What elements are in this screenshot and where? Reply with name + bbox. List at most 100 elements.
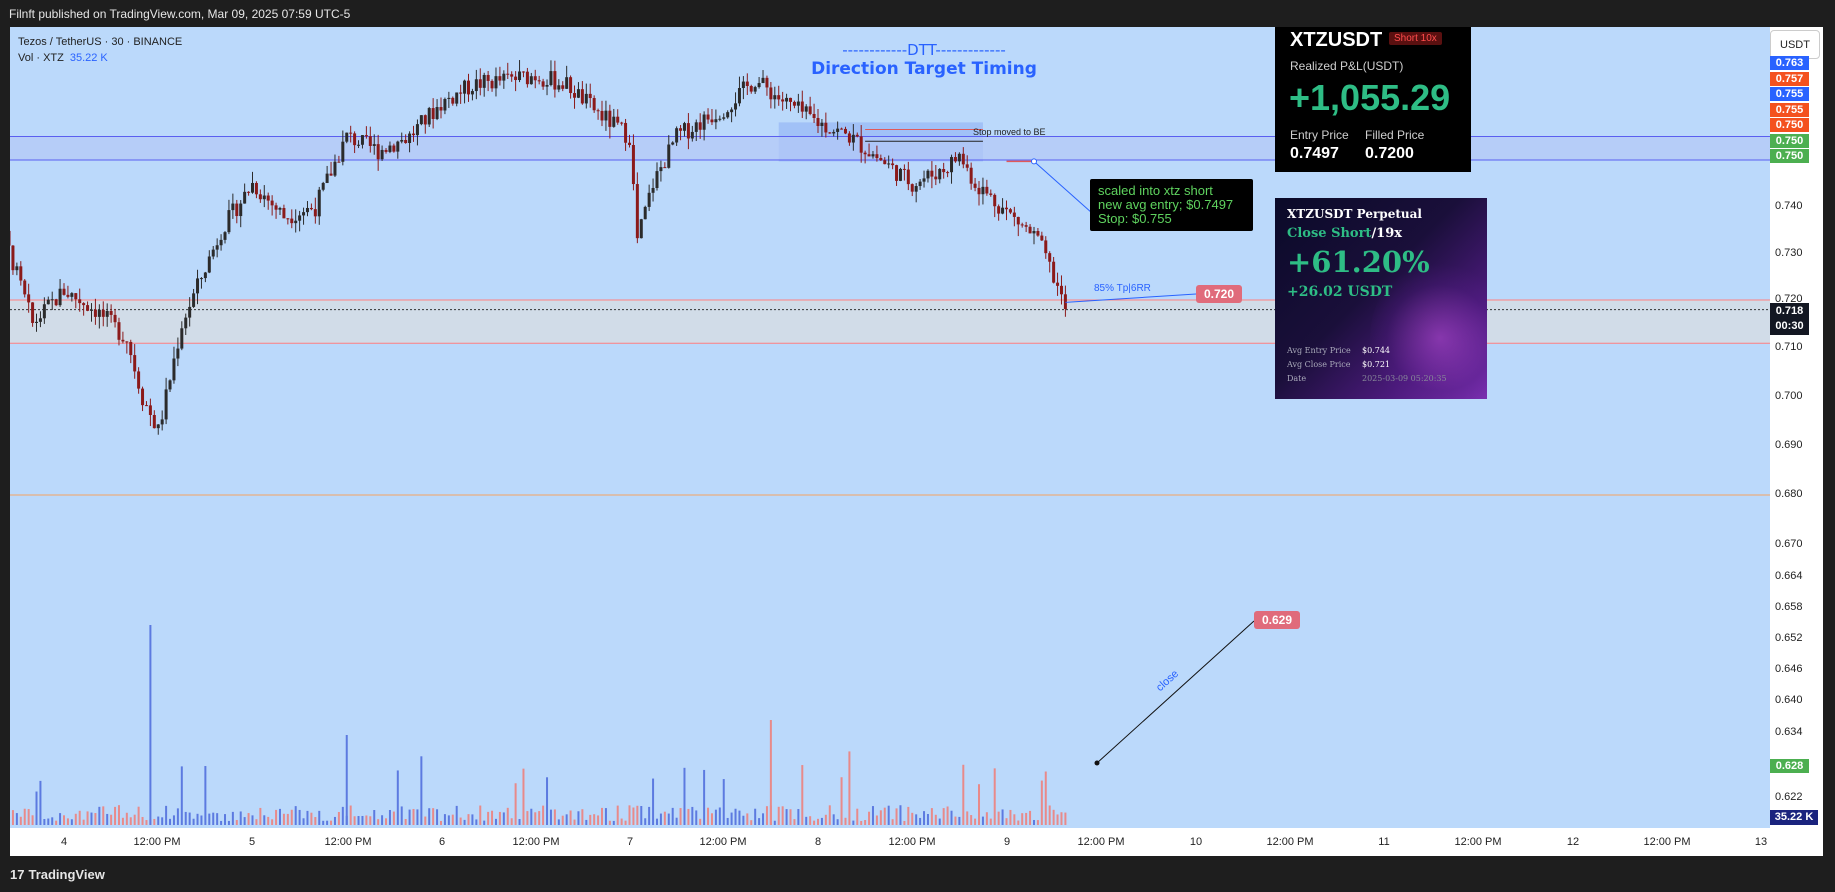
volume-bar (691, 806, 694, 825)
candle-body (785, 97, 789, 102)
candle-body (404, 140, 408, 144)
time-tick: 12:00 PM (699, 836, 747, 848)
dtt-line2: Direction Target Timing (811, 59, 1037, 79)
chart-frame[interactable] (10, 27, 1823, 856)
candle-body (89, 309, 93, 311)
candle-body (113, 314, 117, 323)
candle-body (518, 71, 522, 81)
candle-body (466, 80, 470, 95)
candle-body (561, 85, 565, 89)
volume-bar (978, 784, 981, 825)
price-tick: 0.690 (1775, 439, 1803, 451)
volume-bar (813, 820, 816, 825)
candle-body (800, 101, 804, 112)
candle-body (309, 207, 313, 210)
candle-body (199, 278, 203, 280)
volume-bar (573, 819, 576, 825)
volume-bar (212, 812, 215, 825)
volume-bar (628, 805, 631, 825)
volume-bar (494, 818, 497, 825)
candle-body (270, 200, 274, 206)
volume-bar (569, 810, 572, 825)
candle-body (482, 74, 486, 88)
candle-body (152, 415, 156, 429)
scale-in-note: scaled into xtz short new avg entry; $0.… (1090, 179, 1253, 231)
candle-body (144, 405, 148, 407)
volume-bar (365, 815, 368, 825)
volume-bar (652, 778, 655, 825)
volume-bar (180, 766, 183, 825)
volume-bar (161, 817, 164, 825)
candle-body (372, 144, 376, 146)
volume-bar (1060, 812, 1063, 825)
candle-body (290, 218, 294, 224)
candle-body (78, 299, 82, 304)
volume-bar (577, 811, 580, 825)
avg-close-value: $0.721 (1362, 360, 1390, 369)
candle-body (376, 144, 380, 160)
volume-bar (455, 805, 458, 825)
price-tag-628: 0.628 (1770, 759, 1809, 773)
volume-bar (491, 810, 494, 825)
volume-bar (1025, 812, 1028, 825)
candle-body (506, 73, 510, 75)
volume-bar (534, 812, 537, 825)
volume-bar (381, 815, 384, 825)
price-tick: 0.720 (1775, 293, 1803, 305)
candle-body (470, 91, 474, 95)
candle-body (600, 110, 604, 121)
volume-bar (298, 809, 301, 825)
volume-bar (1013, 814, 1016, 825)
candle-body (820, 122, 824, 126)
candle-body (364, 135, 368, 137)
candle-body (855, 134, 859, 137)
candle-body (435, 107, 439, 119)
tradingview-logo[interactable]: 17 TradingView (10, 867, 105, 882)
candle-body (698, 122, 702, 130)
card-artwork (1370, 258, 1487, 399)
perp-leverage: /19x (1371, 226, 1403, 241)
candle-body (203, 272, 207, 279)
price-tick: 0.622 (1775, 791, 1803, 803)
chart-canvas[interactable] (10, 27, 1823, 856)
price-tick: 0.652 (1775, 632, 1803, 644)
candle-body (796, 101, 800, 106)
volume-bar (424, 816, 427, 825)
volume-bar (738, 810, 741, 825)
volume-bar (302, 818, 305, 825)
currency-button[interactable]: USDT (1770, 30, 1820, 59)
candle-body (262, 195, 266, 200)
volume-bar (773, 820, 776, 825)
dtt-line1: ------------DTT------------- (842, 41, 1006, 59)
candle-body (207, 256, 211, 273)
candle-body (412, 133, 416, 136)
pnl-label: Realized P&L(USDT) (1290, 59, 1404, 73)
volume-bar (1009, 809, 1012, 825)
volume-bar (777, 806, 780, 825)
candle-body (553, 71, 557, 90)
volume-bar (282, 813, 285, 825)
volume-bar (762, 813, 765, 825)
candle-body (266, 195, 270, 201)
price-tag: 0.755 (1770, 87, 1809, 101)
volume-bar (530, 808, 533, 825)
date-row: Date 2025-03-09 05:20:35 (1287, 374, 1447, 383)
volume-bar (133, 814, 136, 825)
candle-body (541, 81, 545, 87)
candle-body (675, 128, 679, 143)
candle-body (832, 131, 836, 134)
time-tick: 12:00 PM (324, 836, 372, 848)
candle-body (400, 140, 404, 142)
candle-body (824, 122, 828, 133)
candle-body (682, 123, 686, 131)
candle-body (993, 194, 997, 207)
candle-body (718, 118, 722, 120)
volume-bar (267, 816, 270, 825)
volume-bar (616, 805, 619, 825)
volume-bar (926, 813, 929, 825)
candle-body (137, 371, 141, 389)
volume-bar (19, 816, 22, 825)
volume-bar (176, 808, 179, 825)
volume-bar (251, 815, 254, 825)
candle-body (219, 239, 223, 246)
